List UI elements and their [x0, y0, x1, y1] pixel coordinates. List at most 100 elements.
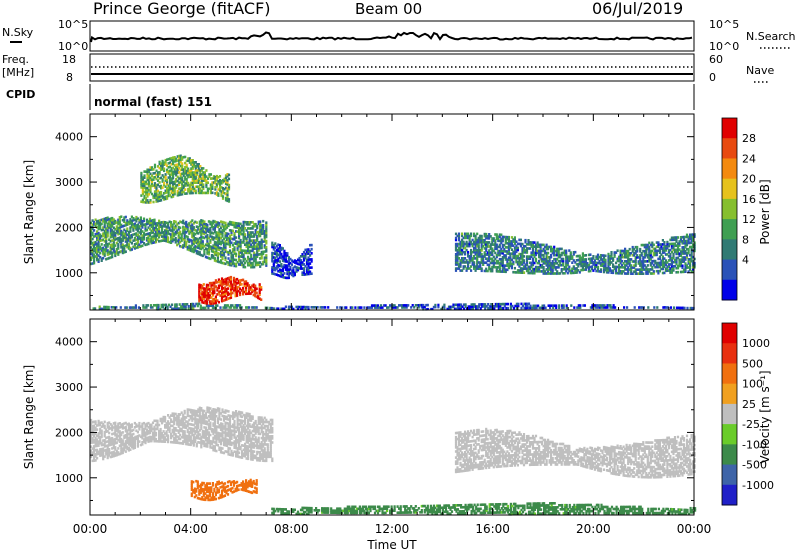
- power-cell: [556, 272, 559, 275]
- power-cell: [367, 306, 370, 309]
- power-cell: [628, 262, 631, 265]
- power-cell: [257, 249, 260, 252]
- velocity-cell: [115, 451, 118, 455]
- power-cell: [118, 236, 121, 239]
- power-cell: [117, 230, 120, 234]
- velocity-cell: [105, 450, 108, 454]
- power-cell: [603, 306, 606, 309]
- power-cell: [583, 258, 586, 261]
- power-cell: [241, 261, 244, 265]
- velocity-cell: [96, 452, 99, 456]
- power-cell: [166, 187, 169, 190]
- velocity-cell: [126, 447, 129, 451]
- power-cell: [117, 237, 120, 240]
- power-cell: [681, 250, 684, 253]
- power-cell: [185, 163, 188, 167]
- power-cell: [248, 263, 251, 267]
- power-cell: [468, 234, 471, 238]
- power-cell: [197, 250, 200, 254]
- velocity-cell: [123, 448, 126, 452]
- velocity-cell: [112, 426, 115, 429]
- power-cell: [175, 303, 178, 306]
- power-cell: [186, 246, 189, 249]
- power-cell: [660, 259, 663, 263]
- power-cell: [507, 240, 510, 243]
- power-cell: [198, 285, 201, 289]
- power-cell: [616, 265, 619, 269]
- power-cell: [136, 246, 139, 249]
- power-cell: [205, 181, 208, 184]
- power-cell: [112, 222, 115, 225]
- power-cell: [536, 261, 539, 265]
- power-ylabel: Slant Range [km]: [22, 160, 36, 264]
- power-cell: [187, 175, 190, 179]
- power-cell: [551, 262, 554, 265]
- power-cell: [522, 267, 526, 270]
- power-cell: [490, 303, 493, 306]
- power-cell: [471, 257, 474, 260]
- power-cell: [431, 307, 434, 311]
- power-cell: [231, 287, 234, 291]
- power-cell: [209, 233, 212, 236]
- power-cell: [194, 179, 197, 182]
- power-cell: [595, 263, 598, 267]
- power-cell: [144, 243, 147, 247]
- power-cell: [102, 248, 105, 252]
- power-cell: [513, 248, 516, 252]
- power-cell: [109, 252, 112, 255]
- power-cell: [173, 238, 176, 241]
- power-cell: [462, 257, 465, 260]
- power-cell: [191, 185, 194, 189]
- power-cell: [117, 226, 120, 230]
- power-cell: [210, 247, 213, 251]
- power-cell: [225, 306, 228, 309]
- power-cell: [253, 239, 256, 242]
- velocity-cell: [90, 425, 93, 428]
- power-cell: [175, 305, 178, 308]
- power-cell: [219, 280, 222, 283]
- power-cell: [265, 229, 268, 233]
- power-cell: [491, 259, 494, 263]
- power-cell: [504, 270, 507, 274]
- power-cell: [634, 260, 637, 263]
- power-cell: [550, 247, 553, 251]
- power-cell: [165, 303, 168, 307]
- power-cell: [593, 263, 596, 266]
- power-cell: [187, 181, 190, 185]
- y-tick-label: 2000: [55, 221, 83, 234]
- power-cell: [470, 234, 473, 238]
- power-cell: [146, 182, 149, 186]
- power-cell: [178, 303, 181, 306]
- power-cell: [155, 196, 158, 199]
- power-cell: [94, 240, 97, 244]
- power-cell: [211, 177, 214, 180]
- power-cell: [153, 218, 156, 222]
- power-cell: [639, 268, 642, 271]
- power-cell: [507, 248, 510, 251]
- power-cell: [226, 277, 230, 280]
- power-cell: [180, 307, 183, 310]
- power-cell: [151, 306, 154, 309]
- power-cell: [183, 236, 186, 240]
- power-cell: [499, 307, 502, 310]
- velocity-cell: [133, 438, 136, 441]
- power-cell: [209, 247, 212, 250]
- power-cell: [207, 288, 210, 291]
- power-cell: [690, 233, 693, 236]
- power-cell: [185, 245, 188, 248]
- power-cell: [457, 263, 461, 266]
- power-cell: [210, 285, 213, 289]
- power-cell: [224, 244, 227, 247]
- power-cell: [277, 269, 280, 273]
- power-cell: [562, 268, 565, 271]
- power-cell: [596, 265, 600, 269]
- power-cell: [678, 248, 681, 251]
- power-cell: [251, 231, 254, 234]
- power-cell: [456, 242, 459, 246]
- power-cell: [663, 249, 666, 252]
- power-cell: [593, 259, 596, 262]
- power-cell: [207, 298, 210, 301]
- power-cell: [577, 304, 580, 307]
- power-cell: [164, 229, 167, 232]
- velocity-cell: [115, 453, 118, 457]
